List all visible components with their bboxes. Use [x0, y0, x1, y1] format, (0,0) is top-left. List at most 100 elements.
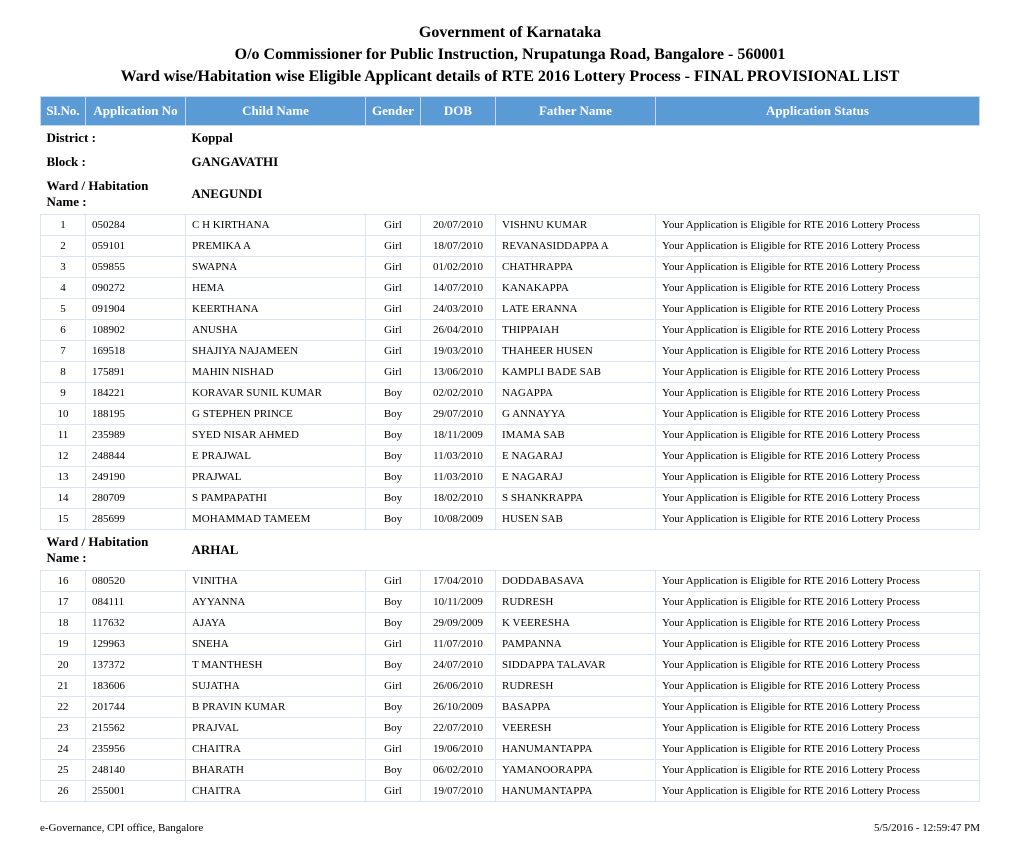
cell-gender: Boy: [366, 446, 421, 467]
cell-sl: 19: [41, 634, 86, 655]
cell-status: Your Application is Eligible for RTE 201…: [656, 718, 980, 739]
cell-status: Your Application is Eligible for RTE 201…: [656, 215, 980, 236]
cell-status: Your Application is Eligible for RTE 201…: [656, 446, 980, 467]
cell-name: MAHIN NISHAD: [186, 362, 366, 383]
cell-father: E NAGARAJ: [496, 467, 656, 488]
cell-status: Your Application is Eligible for RTE 201…: [656, 404, 980, 425]
cell-sl: 12: [41, 446, 86, 467]
cell-gender: Girl: [366, 278, 421, 299]
table-row: 21183606SUJATHAGirl26/06/2010RUDRESHYour…: [41, 676, 980, 697]
table-row: 9184221KORAVAR SUNIL KUMARBoy02/02/2010N…: [41, 383, 980, 404]
cell-father: HANUMANTAPPA: [496, 739, 656, 760]
section-label: District :: [41, 126, 186, 151]
cell-father: BASAPPA: [496, 697, 656, 718]
cell-dob: 01/02/2010: [421, 257, 496, 278]
cell-app: 285699: [86, 509, 186, 530]
cell-father: E NAGARAJ: [496, 446, 656, 467]
cell-app: 129963: [86, 634, 186, 655]
table-row: 20137372T MANTHESHBoy24/07/2010SIDDAPPA …: [41, 655, 980, 676]
cell-gender: Girl: [366, 739, 421, 760]
cell-dob: 18/11/2009: [421, 425, 496, 446]
cell-gender: Boy: [366, 655, 421, 676]
table-row: 26255001CHAITRAGirl19/07/2010HANUMANTAPP…: [41, 781, 980, 802]
cell-name: SHAJIYA NAJAMEEN: [186, 341, 366, 362]
cell-father: KAMPLI BADE SAB: [496, 362, 656, 383]
cell-name: SNEHA: [186, 634, 366, 655]
header-title-2: O/o Commissioner for Public Instruction,…: [40, 46, 980, 64]
cell-app: 169518: [86, 341, 186, 362]
cell-sl: 26: [41, 781, 86, 802]
cell-dob: 29/09/2009: [421, 613, 496, 634]
cell-app: 137372: [86, 655, 186, 676]
cell-status: Your Application is Eligible for RTE 201…: [656, 509, 980, 530]
cell-name: AYYANNA: [186, 592, 366, 613]
table-row: 14280709S PAMPAPATHIBoy18/02/2010S SHANK…: [41, 488, 980, 509]
col-dob-header: DOB: [421, 97, 496, 126]
cell-app: 248844: [86, 446, 186, 467]
cell-father: HUSEN SAB: [496, 509, 656, 530]
col-gender-header: Gender: [366, 97, 421, 126]
table-row: 19129963SNEHAGirl11/07/2010PAMPANNAYour …: [41, 634, 980, 655]
cell-dob: 20/07/2010: [421, 215, 496, 236]
cell-gender: Boy: [366, 467, 421, 488]
table-header-row: Sl.No. Application No Child Name Gender …: [41, 97, 980, 126]
cell-name: SUJATHA: [186, 676, 366, 697]
cell-name: G STEPHEN PRINCE: [186, 404, 366, 425]
cell-dob: 24/07/2010: [421, 655, 496, 676]
cell-name: CHAITRA: [186, 781, 366, 802]
cell-father: RUDRESH: [496, 676, 656, 697]
cell-father: G ANNAYYA: [496, 404, 656, 425]
cell-app: 091904: [86, 299, 186, 320]
cell-app: 235989: [86, 425, 186, 446]
cell-dob: 18/02/2010: [421, 488, 496, 509]
cell-status: Your Application is Eligible for RTE 201…: [656, 634, 980, 655]
cell-name: KEERTHANA: [186, 299, 366, 320]
cell-father: SIDDAPPA TALAVAR: [496, 655, 656, 676]
cell-name: S PAMPAPATHI: [186, 488, 366, 509]
cell-name: C H KIRTHANA: [186, 215, 366, 236]
cell-gender: Boy: [366, 592, 421, 613]
cell-app: 183606: [86, 676, 186, 697]
table-row: 22201744B PRAVIN KUMARBoy26/10/2009BASAP…: [41, 697, 980, 718]
table-row: 4090272HEMAGirl14/07/2010KANAKAPPAYour A…: [41, 278, 980, 299]
footer-right: 5/5/2016 - 12:59:47 PM: [874, 822, 980, 834]
cell-dob: 22/07/2010: [421, 718, 496, 739]
cell-status: Your Application is Eligible for RTE 201…: [656, 467, 980, 488]
col-app-header: Application No: [86, 97, 186, 126]
cell-father: KANAKAPPA: [496, 278, 656, 299]
cell-name: E PRAJWAL: [186, 446, 366, 467]
cell-dob: 29/07/2010: [421, 404, 496, 425]
table-row: 18117632AJAYABoy29/09/2009K VEERESHAYour…: [41, 613, 980, 634]
table-row: 5091904KEERTHANAGirl24/03/2010LATE ERANN…: [41, 299, 980, 320]
cell-app: 050284: [86, 215, 186, 236]
section-value: ANEGUNDI: [186, 174, 980, 215]
cell-app: 090272: [86, 278, 186, 299]
cell-gender: Boy: [366, 760, 421, 781]
cell-status: Your Application is Eligible for RTE 201…: [656, 383, 980, 404]
cell-status: Your Application is Eligible for RTE 201…: [656, 362, 980, 383]
cell-father: THAHEER HUSEN: [496, 341, 656, 362]
cell-status: Your Application is Eligible for RTE 201…: [656, 488, 980, 509]
cell-name: CHAITRA: [186, 739, 366, 760]
cell-app: 084111: [86, 592, 186, 613]
cell-father: K VEERESHA: [496, 613, 656, 634]
cell-father: S SHANKRAPPA: [496, 488, 656, 509]
report-footer: e-Governance, CPI office, Bangalore 5/5/…: [40, 822, 980, 834]
cell-sl: 4: [41, 278, 86, 299]
cell-sl: 21: [41, 676, 86, 697]
table-row: 1050284C H KIRTHANAGirl20/07/2010VISHNU …: [41, 215, 980, 236]
cell-sl: 1: [41, 215, 86, 236]
cell-sl: 23: [41, 718, 86, 739]
cell-status: Your Application is Eligible for RTE 201…: [656, 613, 980, 634]
cell-dob: 19/03/2010: [421, 341, 496, 362]
cell-sl: 18: [41, 613, 86, 634]
cell-gender: Boy: [366, 425, 421, 446]
cell-dob: 24/03/2010: [421, 299, 496, 320]
cell-father: RUDRESH: [496, 592, 656, 613]
cell-father: VEERESH: [496, 718, 656, 739]
cell-status: Your Application is Eligible for RTE 201…: [656, 341, 980, 362]
table-body: District :KoppalBlock :GANGAVATHIWard / …: [41, 126, 980, 802]
applicant-table: Sl.No. Application No Child Name Gender …: [40, 96, 980, 802]
col-status-header: Application Status: [656, 97, 980, 126]
section-value: Koppal: [186, 126, 980, 151]
